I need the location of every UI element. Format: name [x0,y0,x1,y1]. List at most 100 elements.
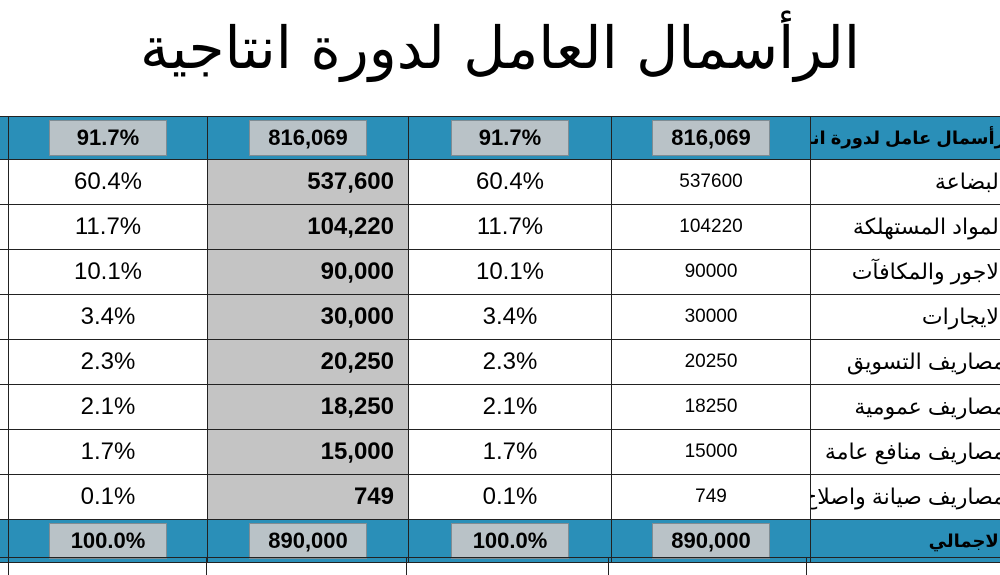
label-cell[interactable]: المواد المستهلكة [811,205,1000,250]
label-cell[interactable]: مصاريف عمومية [811,385,1000,430]
row-edge-cell[interactable] [0,475,9,520]
value-cell[interactable]: 104220 [612,205,811,250]
alt-value-cell[interactable]: 30,000 [208,295,409,340]
value: 30000 [685,306,738,327]
alt-pct: 10.1% [74,258,142,285]
value-cell[interactable]: 20250 [612,340,811,385]
label-cell[interactable]: مصاريف التسويق [811,340,1000,385]
pct: 0.1% [483,483,538,510]
alt-pct-cell[interactable]: 60.4% [9,160,208,205]
label-cell[interactable]: البضاعة [811,160,1000,205]
value-cell[interactable]: 18250 [612,385,811,430]
pct: 3.4% [483,303,538,330]
working-capital-table: 91.7% 816,069 91.7% 816,069 رأسمال عامل … [0,116,1000,563]
pct-cell[interactable]: 0.1% [409,475,612,520]
sheet-next-row [0,557,1000,575]
alt-pct: 11.7% [75,213,141,240]
label: مصاريف التسويق [847,349,1000,374]
pct: 100.0% [451,523,569,559]
label: مصاريف منافع عامة [825,439,1000,464]
grid-line [406,558,407,575]
row-edge-cell[interactable] [0,117,9,160]
grid-line [206,558,207,575]
pct-cell[interactable]: 60.4% [409,160,612,205]
alt-pct: 2.3% [81,348,136,375]
pct-cell[interactable]: 3.4% [409,295,612,340]
alt-pct: 100.0% [49,523,167,559]
alt-pct: 60.4% [74,168,142,195]
alt-value-cell[interactable]: 537,600 [208,160,409,205]
table-row: 10.1% 90,000 10.1% 90000 الاجور والمكافآت [0,250,1000,295]
grid-line [806,558,807,575]
header-label-cell[interactable]: رأسمال عامل لدورة انتاجية [811,117,1000,160]
alt-pct-cell[interactable]: 3.4% [9,295,208,340]
header-alt-value-cell[interactable]: 816,069 [208,117,409,160]
alt-value: 537,600 [307,168,394,195]
label-cell[interactable]: مصاريف صيانة واصلاح [811,475,1000,520]
alt-value: 20,250 [321,348,394,375]
alt-pct-cell[interactable]: 11.7% [9,205,208,250]
alt-value-cell[interactable]: 104,220 [208,205,409,250]
label: البضاعة [935,169,1000,194]
value-cell[interactable]: 15000 [612,430,811,475]
alt-value-cell[interactable]: 15,000 [208,430,409,475]
alt-pct-cell[interactable]: 2.1% [9,385,208,430]
alt-value-cell[interactable]: 18,250 [208,385,409,430]
header-value-cell[interactable]: 816,069 [612,117,811,160]
label-cell[interactable]: الاجور والمكافآت [811,250,1000,295]
row-edge-cell[interactable] [0,385,9,430]
value: 20250 [685,351,738,372]
pct: 11.7% [477,213,543,240]
alt-pct: 1.7% [81,438,136,465]
table-header-row: 91.7% 816,069 91.7% 816,069 رأسمال عامل … [0,117,1000,160]
value: 15000 [685,441,738,462]
label: مصاريف عمومية [854,394,1000,419]
label: المواد المستهلكة [853,214,1000,239]
row-edge-cell[interactable] [0,205,9,250]
label: مصاريف صيانة واصلاح [811,484,1000,509]
alt-value-cell[interactable]: 90,000 [208,250,409,295]
label-cell[interactable]: الايجارات [811,295,1000,340]
pct-cell[interactable]: 11.7% [409,205,612,250]
label: الاجور والمكافآت [852,259,1000,284]
value-cell[interactable]: 537600 [612,160,811,205]
table-row: 2.3% 20,250 2.3% 20250 مصاريف التسويق [0,340,1000,385]
alt-value-cell[interactable]: 20,250 [208,340,409,385]
value-cell[interactable]: 90000 [612,250,811,295]
value-cell[interactable]: 30000 [612,295,811,340]
value: 104220 [679,216,742,237]
alt-pct: 0.1% [81,483,136,510]
table-row: 3.4% 30,000 3.4% 30000 الايجارات [0,295,1000,340]
grid-line [8,558,9,575]
alt-value: 15,000 [321,438,394,465]
value: 890,000 [652,523,770,559]
header-label: رأسمال عامل لدورة انتاجية [811,128,1000,148]
alt-value-cell[interactable]: 749 [208,475,409,520]
page-title: الرأسمال العامل لدورة انتاجية [0,8,1000,88]
header-alt-pct-cell[interactable]: 91.7% [9,117,208,160]
header-pct-cell[interactable]: 91.7% [409,117,612,160]
row-edge-cell[interactable] [0,430,9,475]
value-cell[interactable]: 749 [612,475,811,520]
pct: 60.4% [476,168,544,195]
alt-pct: 2.1% [81,393,136,420]
alt-pct-cell[interactable]: 1.7% [9,430,208,475]
row-edge-cell[interactable] [0,250,9,295]
alt-pct-cell[interactable]: 0.1% [9,475,208,520]
pct-cell[interactable]: 2.1% [409,385,612,430]
pct: 2.1% [483,393,538,420]
row-edge-cell[interactable] [0,295,9,340]
alt-value: 90,000 [321,258,394,285]
table-row: 2.1% 18,250 2.1% 18250 مصاريف عمومية [0,385,1000,430]
alt-pct-cell[interactable]: 10.1% [9,250,208,295]
pct-cell[interactable]: 10.1% [409,250,612,295]
alt-value: 30,000 [321,303,394,330]
alt-pct-cell[interactable]: 2.3% [9,340,208,385]
row-edge-cell[interactable] [0,340,9,385]
pct-cell[interactable]: 2.3% [409,340,612,385]
label-cell[interactable]: مصاريف منافع عامة [811,430,1000,475]
pct: 10.1% [476,258,544,285]
row-edge-cell[interactable] [0,160,9,205]
pct-cell[interactable]: 1.7% [409,430,612,475]
